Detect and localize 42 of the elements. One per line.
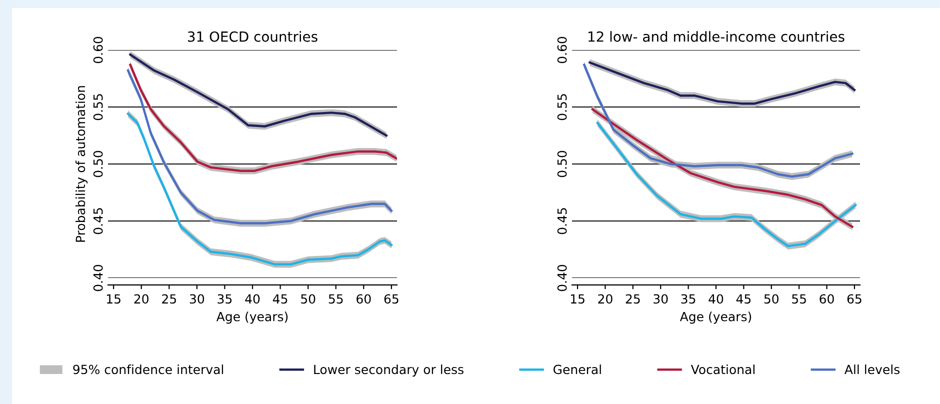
x-tick-label: 55	[792, 294, 806, 304]
x-tick-label: 60	[820, 294, 834, 304]
y-tick-label: 0.45	[93, 208, 103, 234]
y-tick-label: 0.60	[93, 36, 103, 64]
x-tick-label: 30	[654, 294, 668, 304]
y-tick-label: 0.50	[557, 150, 567, 178]
x-tick-label: 65	[384, 294, 398, 304]
x-tick-label: 40	[245, 294, 260, 304]
y-axis-title: Probability of automation	[75, 86, 88, 242]
x-tick-label: 55	[328, 294, 343, 304]
legend-label: Lower secondary or less	[314, 364, 464, 377]
x-tick-label: 50	[764, 294, 779, 304]
x-tick-label: 45	[736, 294, 751, 304]
x-tick-label: 20	[134, 294, 148, 304]
legend-label: All levels	[844, 364, 900, 374]
y-tick-label: 0.45	[557, 208, 567, 234]
y-tick-label: 0.55	[557, 94, 567, 120]
x-axis-title: Age (years)	[216, 312, 288, 324]
x-tick-label: 40	[708, 294, 724, 304]
legend-label: Vocational	[690, 364, 754, 374]
text: 95% confidence interval	[73, 364, 224, 374]
x-tick-label: 25	[162, 294, 176, 304]
y-tick-label: 0.40	[557, 264, 567, 292]
x-tick-label: 65	[847, 294, 862, 304]
x-tick-label: 35	[218, 294, 232, 304]
y-tick-label: 0.55	[93, 94, 103, 120]
chart-title: 31 OECD countries	[188, 31, 318, 42]
y-tick-label: 0.50	[93, 150, 103, 178]
x-tick-label: 50	[301, 294, 316, 304]
x-tick-label: 25	[626, 294, 640, 304]
chart-title: 12 low- and middle-income countries	[588, 31, 844, 42]
y-tick-label: 0.60	[557, 36, 567, 64]
x-tick-label: 30	[190, 294, 204, 304]
y-tick-label: 0.40	[93, 264, 103, 292]
x-tick-label: 60	[356, 294, 371, 304]
x-axis-title: Age (years)	[680, 312, 752, 324]
x-tick-label: 15	[570, 294, 584, 304]
x-tick-label: 35	[681, 294, 696, 304]
x-tick-label: 15	[106, 294, 120, 304]
legend-label: General	[554, 364, 601, 374]
x-tick-label: 20	[598, 294, 612, 304]
x-tick-label: 45	[272, 294, 288, 304]
